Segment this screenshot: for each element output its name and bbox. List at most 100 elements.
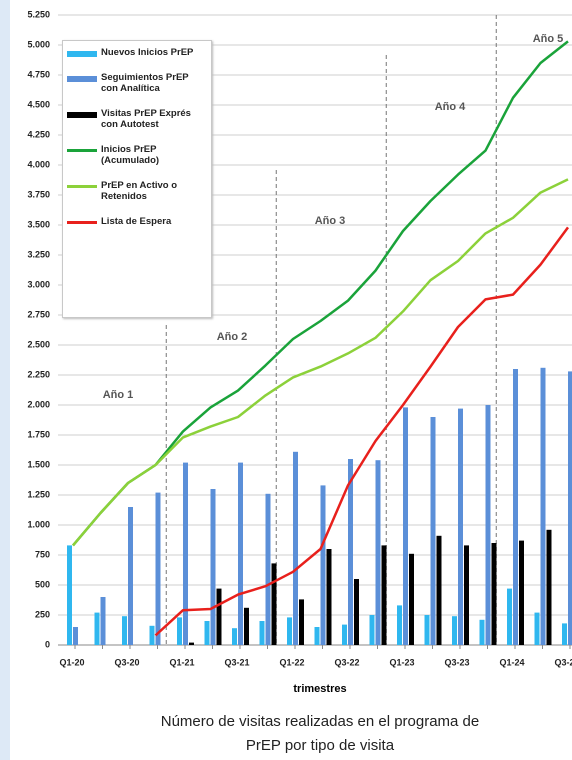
legend-entry: PrEP en Activo o Retenidos [67, 180, 207, 202]
y-tick-label: 1.250 [27, 489, 50, 499]
bar [293, 451, 298, 645]
legend-swatch [67, 76, 97, 82]
y-tick-label: 4.250 [27, 129, 50, 139]
bar [409, 553, 414, 645]
legend: Nuevos Inicios PrEP Seguimientos PrEP con… [62, 40, 212, 318]
legend-entry: Visitas PrEP Exprés con Autotest [67, 108, 207, 130]
bar [232, 628, 237, 645]
y-tick-label: 2.250 [27, 369, 50, 379]
y-tick-label: 2.000 [27, 399, 50, 409]
legend-swatch [67, 185, 97, 188]
bar [155, 492, 161, 645]
x-tick-label: Q3-22 [334, 657, 359, 667]
y-tick-label: 1.750 [27, 429, 50, 439]
bar [568, 371, 572, 645]
bar [122, 616, 127, 645]
y-tick-label: 4.500 [27, 99, 50, 109]
bar [513, 369, 518, 645]
annotation: Año 4 [435, 101, 466, 113]
y-tick-label: 1.000 [27, 519, 50, 529]
y-tick-label: 5.000 [27, 39, 50, 49]
legend-label: Inicios PrEP (Acumulado) [101, 144, 160, 166]
annotation: Año 1 [103, 389, 134, 401]
y-tick-label: 2.500 [27, 339, 50, 349]
bar [259, 621, 265, 645]
y-tick-label: 3.750 [27, 189, 50, 199]
x-tick-label: Q3-23 [444, 657, 469, 667]
bar [326, 549, 332, 645]
bar [375, 460, 381, 645]
bar [100, 597, 106, 645]
bar [424, 615, 430, 645]
legend-entry: Inicios PrEP (Acumulado) [67, 144, 207, 166]
legend-label: Lista de Espera [101, 216, 172, 227]
y-tick-label: 500 [35, 579, 50, 589]
bar [369, 615, 375, 645]
y-tick-label: 750 [35, 549, 50, 559]
bar [314, 627, 320, 645]
y-tick-label: 0 [45, 639, 50, 649]
y-tick-label: 3.500 [27, 219, 50, 229]
bar [94, 612, 100, 645]
bar [210, 489, 216, 645]
bar [67, 545, 72, 645]
bar [299, 599, 304, 645]
bar [534, 612, 540, 645]
y-tick-label: 1.500 [27, 459, 50, 469]
legend-label: Visitas PrEP Exprés con Autotest [101, 108, 191, 130]
bar [507, 588, 512, 645]
x-tick-label: Q1-24 [499, 657, 524, 667]
x-tick-label: Q1-21 [169, 657, 194, 667]
line [154, 226, 570, 637]
caption: Número de visitas realizadas en el progr… [161, 713, 480, 730]
bar [73, 627, 78, 645]
bar [177, 617, 182, 645]
bar [458, 408, 463, 645]
x-tick-label: Q1-20 [59, 657, 84, 667]
legend-entry: Lista de Espera [67, 216, 207, 227]
bar [381, 545, 387, 645]
x-tick-label: Q3-21 [224, 657, 249, 667]
y-tick-label: 5.250 [27, 9, 50, 19]
bar [287, 617, 292, 645]
bar [342, 624, 347, 645]
x-tick-label: Q1-22 [279, 657, 304, 667]
bar [189, 642, 194, 645]
bar [452, 616, 457, 645]
bar [436, 535, 442, 645]
legend-swatch [67, 51, 97, 57]
y-tick-label: 3.000 [27, 279, 50, 289]
bar [479, 619, 485, 645]
y-tick-label: 2.750 [27, 309, 50, 319]
bar [238, 462, 243, 645]
bar [204, 621, 210, 645]
bar [464, 545, 469, 645]
legend-entry: Seguimientos PrEP con Analítica [67, 72, 207, 94]
y-tick-label: 4.000 [27, 159, 50, 169]
bar [546, 529, 552, 645]
bar [397, 605, 402, 645]
bar [354, 579, 359, 645]
line [72, 178, 569, 547]
bar [271, 563, 277, 645]
legend-swatch [67, 112, 97, 118]
legend-swatch [67, 221, 97, 224]
bar [519, 540, 524, 645]
bar [348, 459, 353, 645]
y-tick-label: 3.250 [27, 249, 50, 259]
caption: PrEP por tipo de visita [246, 737, 395, 754]
bar [216, 588, 222, 645]
bar [485, 405, 491, 645]
bar [562, 623, 567, 645]
x-axis-label: trimestres [293, 683, 346, 695]
x-tick-label: Q1-23 [389, 657, 414, 667]
side-strip [0, 0, 10, 760]
bar [128, 507, 133, 645]
bar [265, 493, 271, 645]
bar [403, 407, 408, 645]
legend-label: Nuevos Inicios PrEP [101, 47, 194, 58]
bar [491, 543, 497, 645]
bar [149, 625, 155, 645]
bar [244, 607, 249, 645]
